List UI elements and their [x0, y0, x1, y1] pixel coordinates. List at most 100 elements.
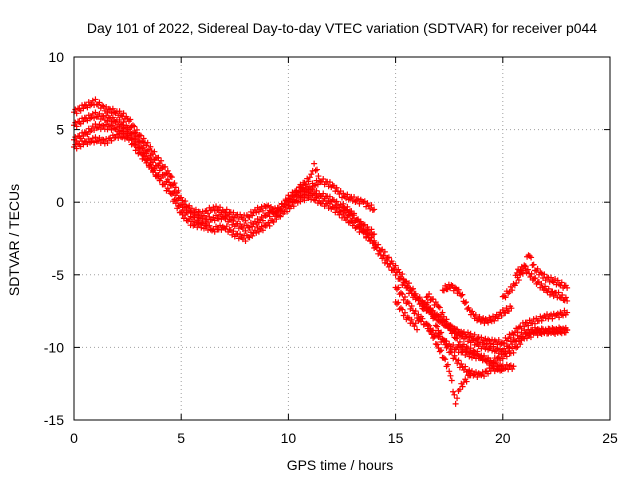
data-point — [459, 383, 466, 390]
data-point — [426, 322, 433, 329]
data-point — [397, 289, 404, 296]
data-point — [151, 148, 158, 155]
data-point — [116, 108, 123, 115]
data-point — [133, 126, 140, 133]
data-point — [452, 356, 459, 363]
data-point — [104, 139, 111, 146]
data-point — [132, 147, 139, 154]
data-point — [133, 133, 140, 140]
data-point — [119, 134, 126, 141]
data-point — [276, 205, 283, 212]
data-point — [186, 202, 193, 209]
data-point — [96, 121, 103, 128]
data-point — [144, 139, 151, 146]
data-point — [284, 201, 291, 208]
data-point — [120, 125, 127, 132]
data-point — [523, 335, 530, 342]
data-point — [359, 221, 366, 228]
data-point — [404, 298, 411, 305]
data-point — [467, 330, 474, 337]
data-point — [120, 118, 127, 125]
series-track-4 — [71, 130, 163, 184]
data-point — [426, 290, 433, 297]
data-point — [438, 347, 445, 354]
data-point — [381, 248, 388, 255]
data-point — [456, 344, 463, 351]
data-point — [491, 360, 498, 367]
data-point — [81, 101, 88, 108]
data-point — [272, 213, 278, 220]
data-point — [306, 174, 313, 181]
data-point — [478, 372, 485, 379]
data-point — [266, 213, 273, 220]
data-point — [101, 117, 108, 124]
data-point — [459, 291, 466, 298]
data-point — [175, 203, 182, 210]
data-point — [182, 204, 189, 211]
data-point — [428, 311, 435, 318]
data-point — [376, 247, 383, 254]
data-point — [259, 227, 266, 234]
data-point — [139, 155, 146, 162]
data-point — [258, 223, 265, 230]
data-point — [411, 323, 418, 330]
data-point — [168, 182, 175, 189]
data-point — [209, 206, 216, 213]
data-point — [397, 275, 404, 282]
data-point — [548, 274, 555, 281]
data-point — [148, 165, 155, 172]
data-point — [463, 299, 470, 306]
data-point — [329, 182, 336, 189]
data-point — [450, 328, 457, 335]
data-point — [508, 305, 515, 312]
data-point — [81, 137, 88, 144]
data-point — [246, 224, 253, 231]
data-point — [494, 315, 501, 322]
x-tick-label: 25 — [602, 430, 618, 446]
y-axis-label: SDTVAR / TECUs — [6, 184, 22, 296]
data-point — [214, 207, 221, 214]
data-point — [147, 152, 154, 159]
data-point — [439, 317, 446, 324]
data-point — [111, 125, 118, 132]
series-track-12 — [439, 281, 515, 327]
data-point — [80, 105, 87, 112]
data-point — [259, 207, 266, 214]
data-point — [542, 283, 549, 290]
y-tick-label: 5 — [56, 122, 64, 138]
data-point — [138, 150, 144, 157]
data-point — [387, 261, 394, 268]
data-point — [466, 367, 473, 374]
data-point — [483, 341, 490, 348]
x-axis-label: GPS time / hours — [287, 457, 394, 473]
data-point — [503, 361, 510, 368]
data-point — [456, 338, 463, 345]
y-tick-label: 10 — [48, 49, 64, 65]
data-point — [461, 299, 468, 306]
data-point — [507, 283, 514, 290]
data-point — [109, 114, 116, 121]
data-point — [463, 378, 470, 385]
data-point — [310, 182, 317, 189]
data-point — [155, 154, 162, 161]
data-point — [515, 324, 522, 331]
data-point — [434, 323, 441, 330]
data-point — [227, 216, 234, 223]
data-point — [265, 209, 272, 216]
data-point — [485, 356, 492, 363]
data-point — [534, 332, 541, 339]
data-point — [111, 109, 118, 116]
data-point — [312, 182, 319, 189]
x-tick-label: 15 — [388, 430, 404, 446]
data-point — [326, 179, 333, 186]
data-point — [254, 224, 261, 231]
data-point — [217, 222, 224, 229]
data-point — [158, 157, 165, 164]
data-point — [399, 271, 406, 278]
data-point — [473, 337, 479, 344]
data-point — [558, 330, 565, 337]
data-point — [158, 165, 165, 172]
data-point — [513, 279, 520, 286]
data-point — [133, 144, 140, 151]
data-point — [407, 287, 414, 294]
